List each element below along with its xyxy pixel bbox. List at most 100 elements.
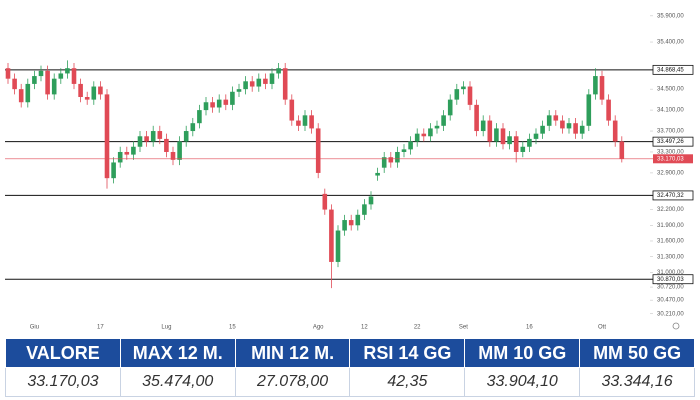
candle-body (296, 120, 301, 126)
candle-body (494, 128, 499, 142)
price-label-box (653, 154, 693, 164)
y-tick-label: 31.300,00 (657, 254, 684, 260)
x-tick-label: Ago (313, 325, 324, 331)
candle-body (533, 133, 539, 139)
table-header: VALORE MAX 12 M. MIN 12 M. RSI 14 GG MM 10 G… (5, 338, 695, 368)
level-label: 34.868,45 (657, 67, 684, 73)
header-cell: VALORE (5, 338, 121, 368)
candle-body (375, 172, 380, 176)
candle-body (329, 209, 334, 262)
candle-body (124, 151, 130, 155)
candle-body (527, 138, 532, 147)
x-tick-label: 15 (229, 325, 236, 331)
candle-body (348, 220, 354, 226)
candle-body (355, 214, 361, 226)
y-tick-label: 32.200,00 (657, 207, 684, 213)
candle-body (45, 70, 50, 95)
candle-body (434, 125, 440, 129)
y-tick-label: 31.900,00 (657, 223, 684, 229)
candle-body (619, 141, 625, 159)
candle-body (216, 99, 222, 108)
candle-body (467, 86, 473, 105)
candle-body (263, 78, 268, 84)
candle-body (144, 136, 149, 142)
candle-body (150, 131, 156, 142)
candle-body (507, 136, 512, 145)
y-tick-label: 34.100,00 (657, 108, 684, 114)
candle-body (408, 141, 413, 150)
candle-body (38, 70, 44, 77)
candle-body (289, 99, 295, 121)
candle-body (586, 94, 592, 126)
candle-body (500, 128, 506, 145)
candle-body (12, 78, 17, 90)
candle-body (282, 68, 288, 100)
candle-body (573, 123, 578, 134)
candle-body (388, 157, 394, 163)
level-label-box (652, 190, 694, 201)
candle-body (480, 120, 486, 132)
header-cell: MM 50 GG (579, 338, 695, 368)
candle-body (51, 78, 57, 95)
candle-body (243, 81, 248, 90)
candle-body (322, 193, 328, 210)
candle-body (203, 102, 209, 111)
candle-body (606, 99, 611, 121)
candle-body (5, 68, 11, 79)
chart: 35.900,00 35.400,00 34.500,00 34.100,00 33.7… (5, 13, 694, 331)
candle-body (612, 120, 618, 142)
candle-body (474, 104, 479, 132)
value-cell: 27.078,00 (234, 367, 351, 397)
x-tick-label: 12 (361, 325, 368, 331)
candle-body (553, 115, 559, 121)
candle-body (164, 138, 169, 152)
candle-body (104, 94, 110, 179)
candle-body (256, 78, 262, 87)
candle-body (91, 86, 97, 100)
settings-icon[interactable] (672, 322, 680, 330)
x-tick-label: 22 (414, 325, 421, 331)
candle-body (84, 97, 90, 100)
candle-body (560, 120, 565, 129)
candle-body (25, 83, 31, 103)
value-cell: 33.170,03 (5, 367, 121, 397)
candle-body (566, 123, 572, 129)
value-cell: 33.904,10 (464, 367, 581, 397)
y-tick-label: 30.720,00 (657, 285, 684, 291)
candle-body (487, 120, 493, 142)
candle-body (131, 146, 136, 155)
y-tick-label: 33.700,00 (657, 129, 684, 135)
candle-body (137, 136, 143, 147)
candle-body (441, 115, 446, 126)
candle-body (513, 136, 519, 152)
candle-body (309, 115, 314, 129)
candle-body (65, 68, 70, 74)
header-cell: MM 10 GG (464, 338, 581, 368)
value-cell: 33.344,16 (579, 367, 695, 397)
y-tick-label: 35.900,00 (657, 13, 684, 19)
candle-body (335, 230, 341, 262)
candle-body (276, 68, 281, 74)
candle-body (18, 89, 24, 103)
candle-body (315, 128, 321, 173)
price-label: 33.170,03 (657, 156, 684, 162)
x-tick-label: Lug (161, 325, 171, 331)
candle-body (157, 131, 163, 139)
candle-body (269, 73, 275, 84)
candle-body (579, 125, 585, 134)
y-tick-label: 34.500,00 (657, 87, 684, 93)
y-tick-label: 33.300,00 (657, 150, 684, 156)
candle-body (71, 68, 77, 84)
header-cell: RSI 14 GG (349, 338, 466, 368)
header-cell: MAX 12 M. (119, 338, 236, 368)
candle-body (183, 131, 189, 142)
candle-body (362, 204, 367, 215)
candle-body (249, 81, 255, 87)
candle-body (177, 141, 182, 160)
candle-body (414, 133, 420, 142)
candle-body (520, 146, 526, 152)
candle-body (190, 123, 196, 132)
level-label: 32.470,32 (657, 193, 684, 199)
candle-body (236, 89, 242, 92)
